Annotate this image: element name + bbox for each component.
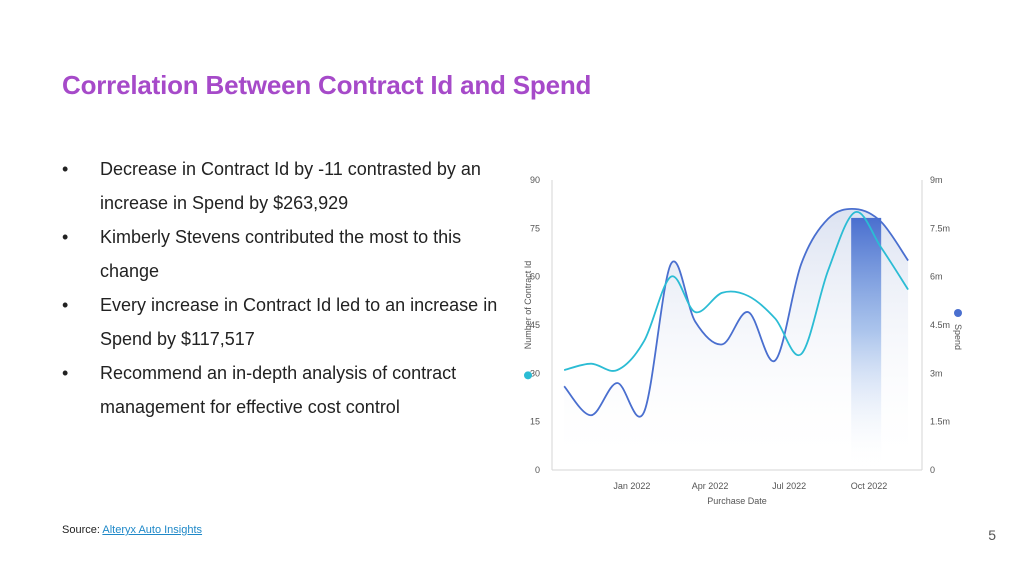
- bullet-item: • Recommend an in-depth analysis of contr…: [62, 356, 512, 424]
- bullet-item: • Kimberly Stevens contributed the most t…: [62, 220, 512, 288]
- x-tick-label: Oct 2022: [851, 481, 888, 491]
- right-axis-series-marker: [954, 309, 962, 317]
- slide-title: Correlation Between Contract Id and Spen…: [62, 70, 592, 100]
- x-tick-label: Jan 2022: [613, 481, 650, 491]
- left-axis-title: Number of Contract Id: [523, 261, 533, 350]
- left-tick-label: 15: [530, 417, 540, 427]
- left-tick-label: 30: [530, 368, 540, 378]
- right-tick-label: 9m: [930, 175, 943, 185]
- series-line-spend: [563, 207, 909, 418]
- bullet-text: Decrease in Contract Id by -11 contraste…: [100, 159, 481, 213]
- highlight-band: [851, 217, 882, 470]
- right-tick-label: 3m: [930, 368, 943, 378]
- left-tick-label: 0: [535, 465, 540, 475]
- right-axis-title: Spend: [953, 324, 963, 350]
- source-link[interactable]: Alteryx Auto Insights: [102, 524, 203, 536]
- bullet-list: • Decrease in Contract Id by -11 contrast…: [62, 152, 512, 424]
- spend-area: [564, 208, 909, 471]
- right-tick-label: 1.5m: [930, 417, 950, 427]
- bullet-dot: •: [62, 159, 69, 179]
- right-tick-label: 4.5m: [930, 320, 950, 330]
- source-label: Source:: [62, 524, 100, 536]
- bullet-dot: •: [62, 295, 69, 315]
- bullet-text: Recommend an in-depth analysis of contra…: [100, 363, 457, 417]
- left-tick-label: 45: [530, 320, 540, 330]
- left-tick-label: 75: [530, 223, 540, 233]
- dual-axis-line-chart: 0 15 30 45 60 75 90 0 1.5m 3m 4.5m 6m 7.5m 9m Jan 2022…: [523, 175, 963, 506]
- page-number: 5: [988, 527, 996, 543]
- bullet-item: • Decrease in Contract Id by -11 contrast…: [62, 152, 512, 220]
- bullet-dot: •: [62, 363, 69, 383]
- bullet-text: Every increase in Contract Id led to an …: [100, 295, 498, 349]
- series-line-contract-id: [563, 211, 909, 372]
- x-axis-title: Purchase Date: [707, 496, 767, 506]
- source-note: Source: Alteryx Auto Insights: [62, 524, 202, 536]
- left-tick-label: 90: [530, 175, 540, 185]
- right-tick-label: 0: [930, 465, 935, 475]
- right-tick-label: 7.5m: [930, 223, 950, 233]
- left-axis-series-marker: [524, 371, 532, 380]
- bullet-item: • Every increase in Contract Id led to an…: [62, 288, 512, 356]
- bullet-dot: •: [62, 227, 69, 247]
- left-tick-label: 60: [530, 272, 540, 282]
- x-tick-label: Jul 2022: [772, 481, 806, 491]
- bullet-text: Kimberly Stevens contributed the most to…: [100, 227, 462, 281]
- right-tick-label: 6m: [930, 272, 943, 282]
- x-tick-label: Apr 2022: [692, 481, 729, 491]
